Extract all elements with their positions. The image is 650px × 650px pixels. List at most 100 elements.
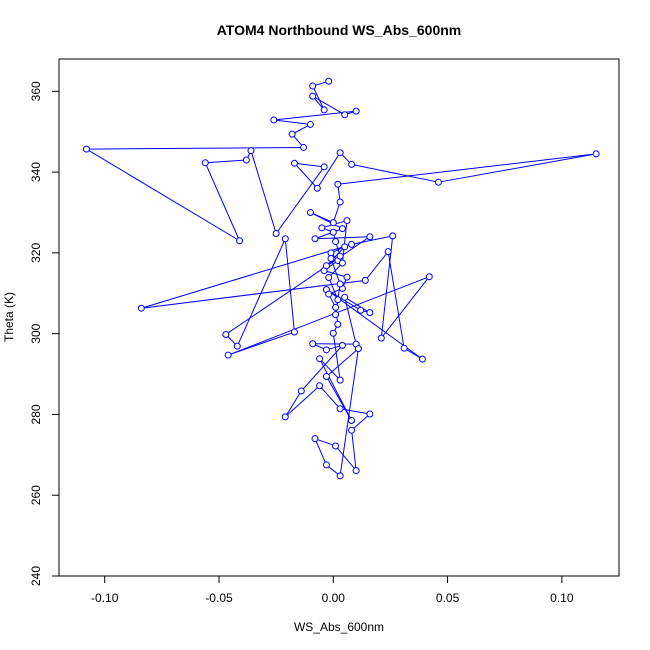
data-point (336, 280, 344, 288)
series-segment (236, 238, 286, 347)
data-point (336, 472, 344, 480)
y-tick-label: 260 (29, 485, 43, 505)
data-point (311, 235, 319, 243)
series-segment (330, 258, 341, 285)
data-point (332, 303, 340, 311)
data-point (201, 159, 209, 167)
data-point (322, 346, 330, 354)
data-point (434, 178, 442, 186)
data-point (400, 344, 408, 352)
series-segment (86, 148, 240, 242)
data-point (332, 442, 340, 450)
data-point (320, 106, 328, 114)
series-segment (438, 153, 597, 183)
data-point (272, 229, 280, 237)
data-point (329, 329, 337, 337)
y-tick-label: 360 (29, 81, 43, 101)
series-segment (294, 162, 325, 168)
data-point (361, 276, 369, 284)
data-point (366, 233, 374, 241)
series-segment (284, 385, 320, 418)
data-point (338, 225, 346, 233)
data-point (327, 255, 335, 263)
data-point (336, 252, 344, 260)
data-point (242, 156, 250, 164)
data-point (348, 160, 356, 168)
series-segment (316, 152, 341, 189)
data-point (327, 249, 335, 257)
series-segment (364, 251, 389, 281)
data-point (224, 351, 232, 359)
data-point (316, 382, 324, 390)
y-tick-label: 240 (29, 566, 43, 586)
x-tick-label: -0.10 (91, 591, 119, 605)
data-point (334, 180, 342, 188)
data-point (336, 376, 344, 384)
data-point (354, 345, 362, 353)
data-point (322, 372, 330, 380)
data-point (425, 273, 433, 281)
data-point (366, 410, 374, 418)
data-point (320, 163, 328, 171)
data-point (322, 461, 330, 469)
data-point (233, 342, 241, 350)
data-point (343, 217, 351, 225)
data-point (297, 387, 305, 395)
y-axis-label: Theta (K) (2, 292, 16, 342)
data-point (309, 340, 317, 348)
data-point (288, 130, 296, 138)
series-segment (312, 95, 345, 116)
series-segment (284, 238, 295, 333)
series-segment (141, 279, 366, 309)
data-point (334, 296, 342, 304)
data-point (325, 77, 333, 85)
data-point (325, 274, 333, 282)
series-segment (227, 276, 430, 356)
data-point (306, 208, 314, 216)
series-segment (339, 348, 359, 476)
data-point (270, 116, 278, 124)
series-segment (275, 166, 325, 234)
series-segment (344, 297, 357, 345)
data-point (309, 92, 317, 100)
series-segment (337, 153, 597, 185)
series-segment (294, 162, 318, 189)
data-point (366, 309, 374, 317)
data-point (341, 293, 349, 301)
data-point (338, 341, 346, 349)
series-segment (319, 358, 341, 381)
series-segment (328, 277, 339, 300)
y-axis: 240 260 280 300 320 340 360 (29, 81, 60, 586)
series-segment (205, 159, 247, 164)
series-segment (351, 413, 371, 431)
data-point (247, 147, 255, 155)
data-point (236, 237, 244, 245)
data-point (341, 111, 349, 119)
series-segment (351, 430, 357, 471)
series-segment (387, 251, 405, 349)
series-segment (284, 390, 302, 418)
data-point (592, 150, 600, 158)
y-tick-label: 340 (29, 162, 43, 182)
data-point (281, 413, 289, 421)
data-point (338, 259, 346, 267)
data-point (348, 240, 356, 248)
series-segment (314, 236, 370, 240)
data-point (281, 235, 289, 243)
data-point (329, 228, 337, 236)
data-point (357, 306, 365, 314)
series-segment (351, 235, 393, 245)
series-segment (332, 201, 341, 223)
series-segment (141, 243, 352, 309)
data-point (341, 243, 349, 251)
data-point (348, 426, 356, 434)
y-tick-label: 300 (29, 323, 43, 343)
series-segment (351, 163, 439, 183)
data-point (332, 238, 340, 246)
data-point (313, 184, 321, 192)
data-point (384, 248, 392, 256)
series-segment (314, 228, 343, 240)
series-segment (204, 162, 241, 241)
